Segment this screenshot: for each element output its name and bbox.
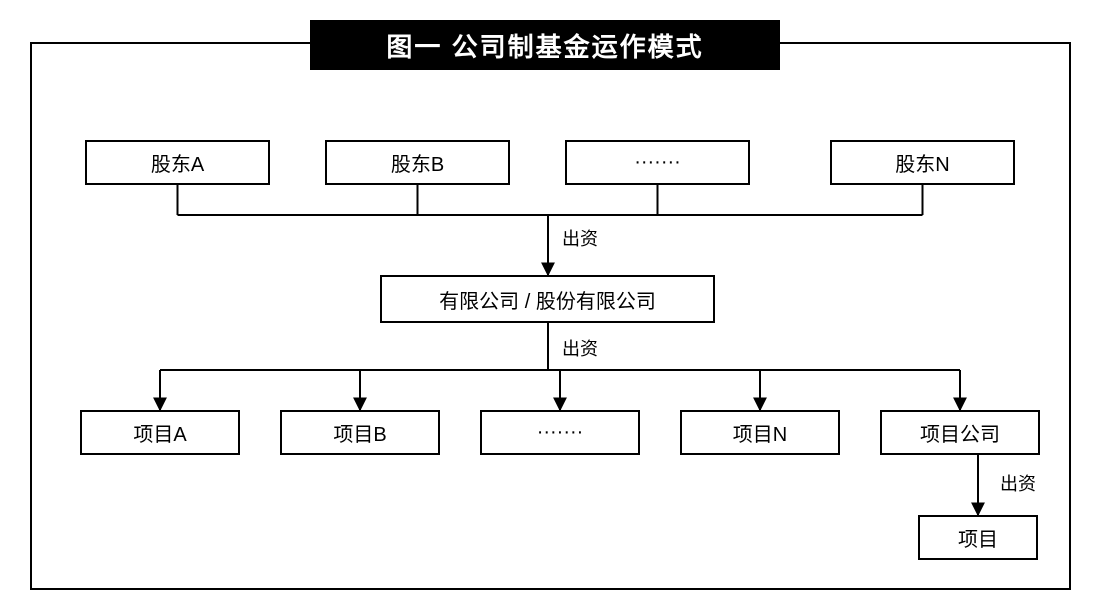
edge-label-invest-2: 出资 [562,335,598,361]
label: ······· [634,151,681,174]
label: 项目B [333,418,386,447]
label: 有限公司 / 股份有限公司 [439,285,656,314]
edge-label-invest-1: 出资 [562,225,598,251]
text: 出资 [562,229,598,249]
diagram-title-text: 图一 公司制基金运作模式 [386,27,703,64]
node-project-ellipsis: ······· [480,410,640,455]
node-shareholder-n: 股东N [830,140,1015,185]
node-project: 项目 [918,515,1038,560]
node-shareholder-ellipsis: ······· [565,140,750,185]
node-shareholder-b: 股东B [325,140,510,185]
label: 股东N [895,148,949,177]
label: 项目A [133,418,186,447]
label: 项目 [958,523,998,552]
text: 出资 [1000,474,1036,494]
edge-label-invest-3: 出资 [1000,470,1036,496]
node-project-b: 项目B [280,410,440,455]
label: ······· [537,421,584,444]
diagram-canvas: 图一 公司制基金运作模式 股东A 股东B ······· 股东N 有限公司 / … [0,0,1101,615]
diagram-title: 图一 公司制基金运作模式 [310,20,780,70]
node-company: 有限公司 / 股份有限公司 [380,275,715,323]
node-project-a: 项目A [80,410,240,455]
text: 出资 [562,339,598,359]
node-project-company: 项目公司 [880,410,1040,455]
label: 股东A [151,148,204,177]
node-shareholder-a: 股东A [85,140,270,185]
node-project-n: 项目N [680,410,840,455]
label: 项目N [733,418,787,447]
label: 项目公司 [920,418,1000,447]
label: 股东B [391,148,444,177]
